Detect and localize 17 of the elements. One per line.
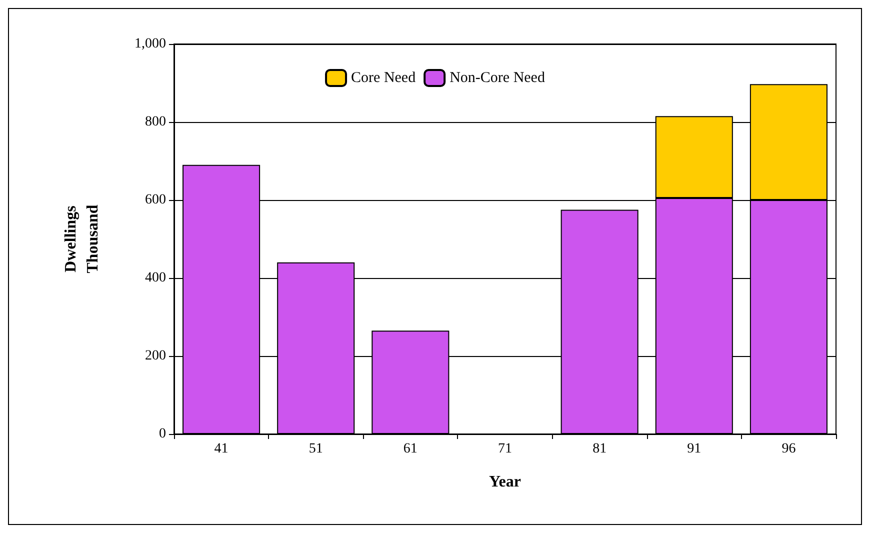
y-tick-label: 0 (159, 426, 166, 442)
x-axis-title: Year (489, 474, 521, 490)
y-tick-label: 600 (145, 192, 166, 208)
y-tick-label: 800 (145, 114, 166, 130)
legend-label: Non-Core Need (450, 70, 546, 86)
x-tick-label: 96 (782, 442, 796, 456)
legend-label: Core Need (351, 70, 416, 86)
y-tick-label: 1,000 (134, 36, 166, 52)
x-tick-label: 81 (592, 442, 607, 456)
x-tick-label: 41 (214, 442, 228, 456)
x-tick-label: 51 (308, 442, 323, 456)
y-tick-label: 200 (145, 348, 166, 364)
x-tick-label: 61 (403, 442, 418, 456)
x-tick-label: 91 (687, 442, 702, 456)
y-axis-title: Dwellings Thousand (62, 204, 102, 274)
x-tick-label: 71 (498, 442, 512, 456)
y-tick-label: 400 (145, 270, 166, 286)
